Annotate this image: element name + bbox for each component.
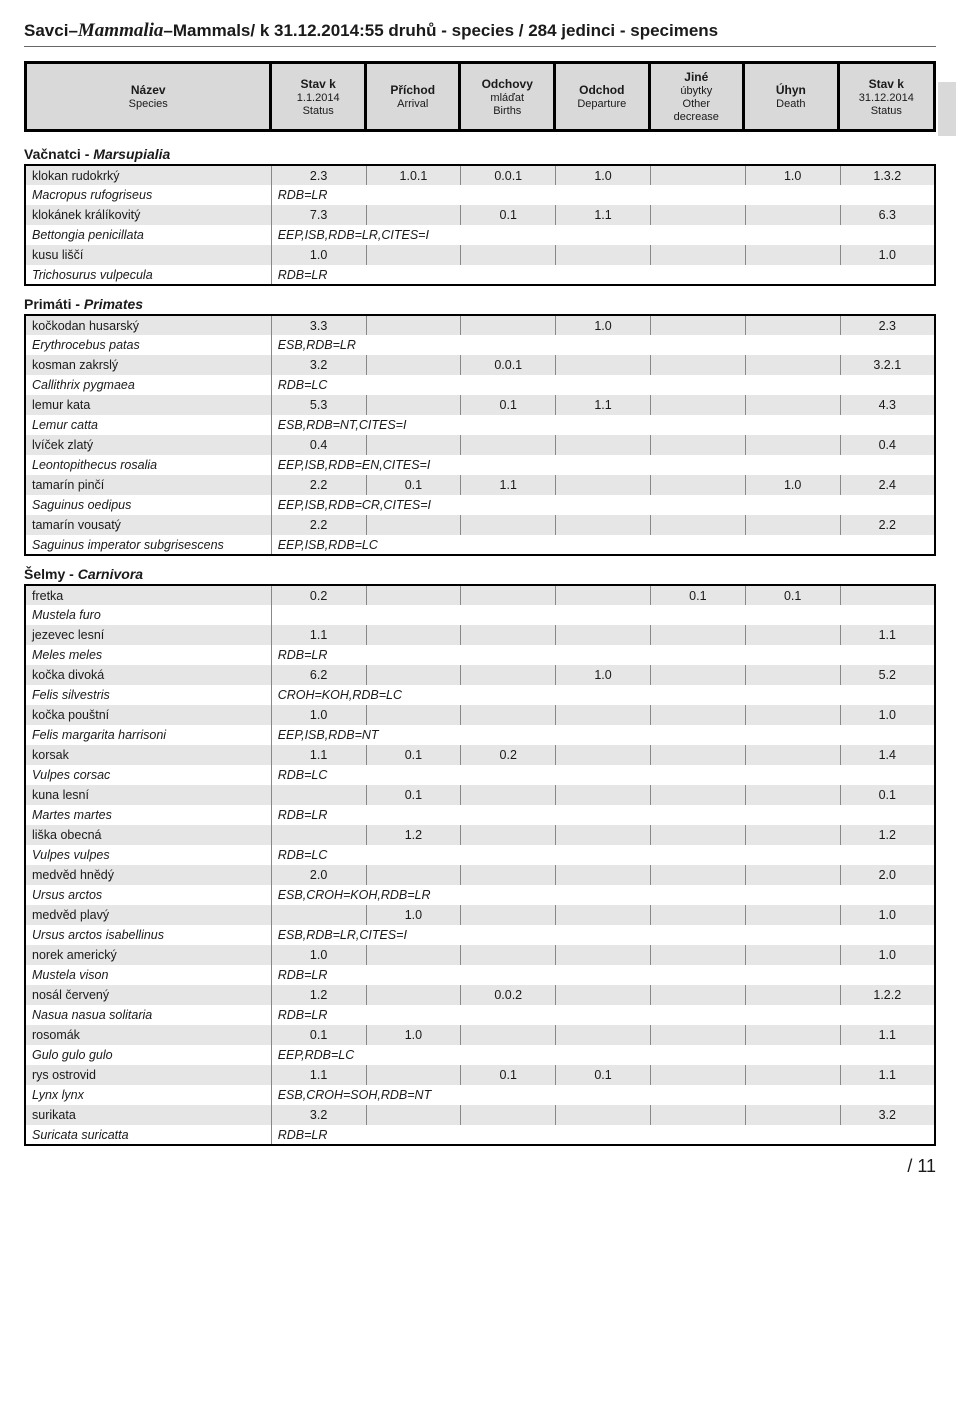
table-row: liška obecná1.21.2 [25,825,935,845]
table-row: tamarín pinčí2.20.11.11.02.4 [25,475,935,495]
col-births: Odchovy mláďat Births [460,63,555,131]
table-row: kočka divoká6.21.05.2 [25,665,935,685]
table-row: korsak1.10.10.21.4 [25,745,935,765]
page-number: / 11 [24,1156,936,1177]
side-tab [938,82,956,136]
table-row: klokánek králíkovitý7.30.11.16.3 [25,205,935,225]
section-heading: Vačnatci - Marsupialia [24,146,936,162]
table-row: Mustela furo [25,605,935,625]
column-header-table: Název Species Stav k 1.1.2014 Status Pří… [24,61,936,132]
title-en: Mammals [173,21,250,41]
table-row: jezevec lesní1.11.1 [25,625,935,645]
table-row: Saguinus imperator subgrisescensEEP,ISB,… [25,535,935,555]
table-row: Leontopithecus rosaliaEEP,ISB,RDB=EN,CIT… [25,455,935,475]
table-row: Gulo gulo guloEEP,RDB=LC [25,1045,935,1065]
table-row: rosomák0.11.01.1 [25,1025,935,1045]
title-date: / k 31.12.2014: [250,21,364,41]
table-row: klokan rudokrký2.31.0.10.0.11.01.01.3.2 [25,165,935,185]
table-row: Erythrocebus patasESB,RDB=LR [25,335,935,355]
table-row: Lemur cattaESB,RDB=NT,CITES=I [25,415,935,435]
table-row: kusu liščí1.01.0 [25,245,935,265]
table-row: Martes martesRDB=LR [25,805,935,825]
title-sci: Mammalia [78,20,164,42]
title-counts: 55 druhů - species / 284 jedinci - speci… [365,21,718,41]
table-row: Vulpes corsacRDB=LC [25,765,935,785]
col-other-decrease: Jiné úbytky Other decrease [649,63,744,131]
col-death: Úhyn Death [744,63,839,131]
col-departure: Odchod Departure [555,63,650,131]
table-row: Bettongia penicillataEEP,ISB,RDB=LR,CITE… [25,225,935,245]
section-heading: Šelmy - Carnivora [24,566,936,582]
table-row: Ursus arctos isabellinusESB,RDB=LR,CITES… [25,925,935,945]
sections-container: Vačnatci - Marsupialia klokan rudokrký2.3… [24,146,936,1146]
table-row: lemur kata5.30.11.14.3 [25,395,935,415]
table-row: Nasua nasua solitariaRDB=LR [25,1005,935,1025]
table-row: Vulpes vulpesRDB=LC [25,845,935,865]
section-heading: Primáti - Primates [24,296,936,312]
table-row: nosál červený1.20.0.21.2.2 [25,985,935,1005]
table-row: lvíček zlatý0.40.4 [25,435,935,455]
species-table: fretka0.20.10.1Mustela furojezevec lesní… [24,584,936,1146]
title-cs: Savci [24,21,68,41]
table-row: norek americký1.01.0 [25,945,935,965]
table-row: Meles melesRDB=LR [25,645,935,665]
table-row: Suricata suricattaRDB=LR [25,1125,935,1145]
table-row: fretka0.20.10.1 [25,585,935,605]
table-row: surikata3.23.2 [25,1105,935,1125]
table-row: Saguinus oedipusEEP,ISB,RDB=CR,CITES=I [25,495,935,515]
table-row: Felis silvestrisCROH=KOH,RDB=LC [25,685,935,705]
table-row: Macropus rufogriseusRDB=LR [25,185,935,205]
col-name: Název Species [26,63,271,131]
species-table: klokan rudokrký2.31.0.10.0.11.01.01.3.2M… [24,164,936,286]
table-row: medvěd plavý1.01.0 [25,905,935,925]
table-row: medvěd hnědý2.02.0 [25,865,935,885]
table-row: Trichosurus vulpeculaRDB=LR [25,265,935,285]
table-row: Felis margarita harrisoniEEP,ISB,RDB=NT [25,725,935,745]
table-row: Callithrix pygmaeaRDB=LC [25,375,935,395]
table-row: tamarín vousatý2.22.2 [25,515,935,535]
table-row: Mustela visonRDB=LR [25,965,935,985]
col-status-start: Stav k 1.1.2014 Status [271,63,366,131]
page-title: Savci – Mammalia – Mammals / k 31.12.201… [24,20,936,47]
col-status-end: Stav k 31.12.2014 Status [838,63,934,131]
table-row: kuna lesní0.10.1 [25,785,935,805]
table-row: Lynx lynxESB,CROH=SOH,RDB=NT [25,1085,935,1105]
table-row: Ursus arctosESB,CROH=KOH,RDB=LR [25,885,935,905]
table-row: kosman zakrslý3.20.0.13.2.1 [25,355,935,375]
col-arrival: Příchod Arrival [365,63,460,131]
species-table: kočkodan husarský3.31.02.3Erythrocebus p… [24,314,936,556]
table-row: kočka pouštní1.01.0 [25,705,935,725]
table-row: kočkodan husarský3.31.02.3 [25,315,935,335]
table-row: rys ostrovid1.10.10.11.1 [25,1065,935,1085]
